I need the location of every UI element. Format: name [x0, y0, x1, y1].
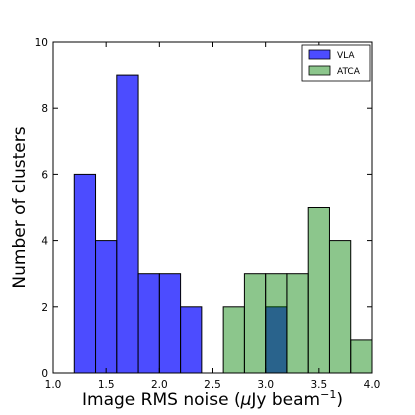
x-tick-label: 4.0	[364, 379, 381, 391]
y-tick-label: 4	[41, 236, 48, 248]
y-tick-label: 8	[41, 103, 48, 115]
y-tick-label: 6	[41, 169, 48, 181]
x-tick-label: 1.0	[45, 379, 62, 391]
x-axis-label: Image RMS noise (μJy beam−1)	[82, 388, 343, 410]
bar-atca-4	[307, 207, 330, 374]
y-tick-label: 0	[41, 368, 48, 380]
x-tick-label: 2.0	[151, 379, 168, 391]
x-axis-ticks: 1.0 1.5 2.0 2.5 3.0 3.5 4.0	[45, 42, 381, 391]
bar-vla-0	[73, 173, 97, 374]
x-tick-label: 2.5	[204, 379, 221, 391]
legend-swatch-atca	[308, 65, 331, 76]
legend-label-vla: VLA	[337, 51, 355, 61]
bar-atca-0	[222, 306, 245, 374]
x-tick-label: 3.0	[257, 379, 274, 391]
bar-atca-5	[328, 240, 352, 374]
x-tick-label: 3.5	[310, 379, 327, 391]
legend-swatch-vla	[308, 49, 331, 60]
bar-atca-2	[265, 273, 288, 374]
bar-atca-6	[350, 339, 373, 374]
bar-vla-3	[137, 273, 160, 374]
bar-atca-3	[286, 273, 309, 374]
bar-vla-1	[95, 240, 118, 374]
y-tick-label: 10	[35, 37, 48, 49]
y-axis-label: Number of clusters	[10, 126, 30, 288]
bar-vla-2	[116, 74, 139, 374]
y-axis-ticks: 0 2 4 6 8 10	[35, 37, 372, 380]
bar-vla-4	[158, 273, 182, 374]
legend: VLA ATCA	[301, 44, 371, 82]
plot-bars	[73, 74, 373, 374]
y-tick-label: 2	[41, 302, 48, 314]
legend-label-atca: ATCA	[337, 67, 361, 77]
bar-atca-1	[243, 273, 267, 374]
x-tick-label: 1.5	[98, 379, 115, 391]
bar-vla-5	[180, 306, 203, 374]
